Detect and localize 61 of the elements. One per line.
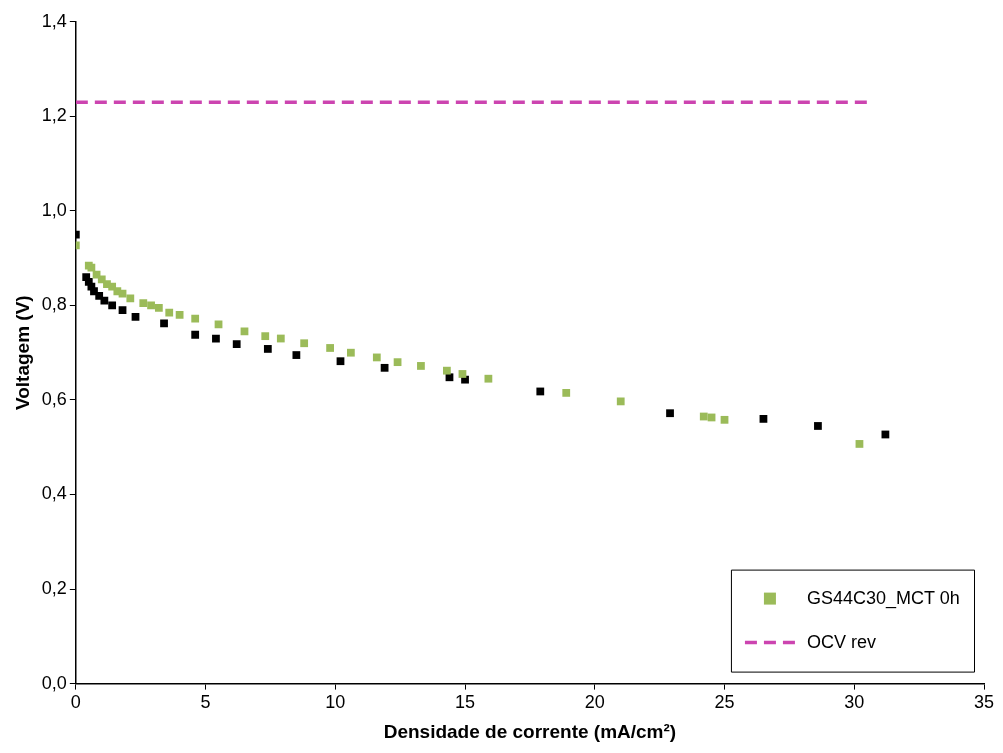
y-tick-label: 0,6 (41, 388, 67, 409)
y-tick-label: 1,4 (41, 10, 67, 31)
point (118, 289, 127, 298)
y-tick-label: 0,0 (41, 672, 67, 693)
point (191, 330, 200, 339)
legend-label: OCV rev (806, 631, 876, 652)
x-tick-label: 30 (844, 692, 865, 713)
point (191, 314, 200, 323)
point (458, 370, 467, 378)
y-tick-label: 1,0 (41, 199, 67, 220)
point (147, 301, 155, 310)
y-tick-label: 0,4 (41, 483, 67, 504)
point (175, 310, 184, 319)
point (165, 308, 174, 317)
point (300, 339, 309, 348)
x-tick-label: 35 (973, 692, 995, 713)
point (160, 319, 168, 328)
point (814, 422, 822, 430)
point (336, 357, 345, 366)
point (126, 294, 135, 303)
point (562, 388, 571, 397)
point (759, 414, 768, 423)
x-tick-label: 5 (200, 692, 211, 713)
point (720, 415, 729, 424)
point (276, 334, 285, 343)
y-tick-label: 1,2 (41, 105, 67, 126)
point (118, 306, 127, 315)
point (131, 312, 140, 321)
point (261, 332, 270, 341)
x-axis-title: Densidade de corrente (mA/cm²) (383, 720, 677, 742)
point (214, 320, 223, 329)
point (536, 387, 545, 396)
x-tick-label: 15 (455, 692, 476, 713)
y-tick-label: 0,8 (41, 294, 67, 315)
point (326, 344, 334, 352)
point (212, 334, 220, 343)
point (346, 348, 355, 357)
point (417, 362, 425, 370)
point (232, 340, 241, 349)
x-tick-label: 25 (714, 692, 735, 713)
point (380, 363, 389, 372)
point (292, 351, 301, 359)
point (855, 440, 864, 448)
point (100, 296, 109, 305)
point (393, 358, 402, 367)
point (108, 301, 117, 310)
y-tick-label: 0,2 (41, 578, 67, 599)
point (263, 345, 272, 353)
point (154, 303, 163, 312)
legend-label: GS44C30_MCT 0h (806, 587, 960, 609)
point (699, 412, 708, 421)
point (442, 366, 451, 375)
point (372, 353, 381, 362)
point (616, 397, 625, 406)
x-tick-label: 0 (70, 692, 81, 713)
y-axis-title: Voltagem (V) (11, 295, 33, 411)
point (139, 299, 148, 307)
x-tick-label: 20 (584, 692, 605, 713)
point (666, 409, 674, 418)
x-tick-label: 10 (325, 692, 346, 713)
point (484, 374, 493, 383)
